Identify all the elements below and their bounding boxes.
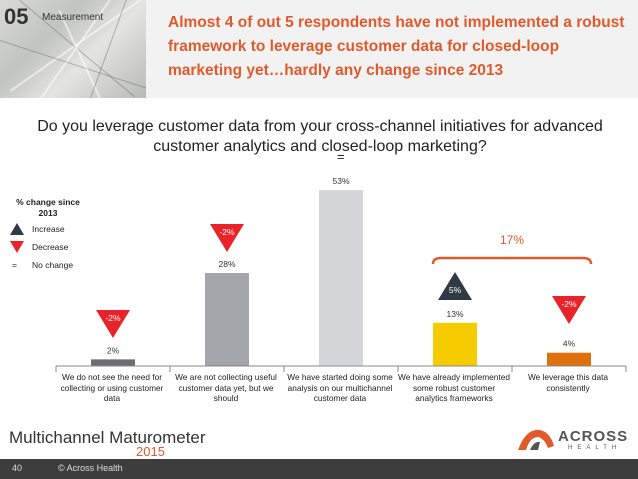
change-triangle-0 [96,310,130,338]
category-label-4: We leverage this data consistently [527,372,609,393]
change-triangle-3 [438,272,472,300]
bar-0 [91,359,135,366]
across-logo-icon [518,429,554,450]
category-label-3: We have already implemented some robust … [398,372,510,403]
logo-text: ACROSS [558,428,629,445]
bar-value-label-4: 4% [563,339,576,349]
legend-no-change-label: No change [32,260,74,270]
section-label: Measurement [42,12,104,23]
logo-subtext: HEALTH [568,445,622,451]
category-label-2: We have started doing some analysis on o… [287,372,393,403]
triangle-down-icon [10,241,24,253]
change-label-1: -2% [219,227,235,237]
change-label-3: 5% [449,285,462,295]
triangle-up-icon [10,223,24,235]
chart-title: Do you leverage customer data from your … [37,118,603,155]
change-triangle-4 [552,296,586,324]
change-marker-2: = [337,149,345,164]
category-label-1: We are not collecting useful customer da… [175,372,277,403]
change-label-0: -2% [105,313,121,323]
category-label-0: We do not see the need for collecting or… [60,372,164,403]
equals-icon: = [12,260,17,270]
headline: Almost 4 of out 5 respondents have not i… [168,14,625,79]
bar-value-label-2: 53% [332,176,349,186]
group-bracket-label: 17% [500,233,524,247]
bar-1 [205,273,249,366]
bar-2 [319,190,363,366]
bar-value-label-0: 2% [107,345,120,355]
bar-4 [547,352,591,366]
change-label-4: -2% [561,299,577,309]
legend-decrease-label: Decrease [32,242,69,252]
header-photo [0,0,146,98]
change-triangle-1 [210,224,244,252]
section-number: 05 [4,4,29,29]
page-number: 40 [12,463,23,473]
bar-3 [433,322,477,366]
copyright: © Across Health [58,463,123,473]
bar-value-label-1: 28% [218,259,235,269]
group-bracket [431,256,593,265]
footer-year: 2015 [136,444,165,459]
headline-background [146,0,638,98]
footer-bar [0,459,638,479]
footer-brand: Multichannel Maturometer [9,428,206,447]
legend-increase-label: Increase [32,224,65,234]
legend-title: % change since 2013 [16,197,80,218]
bar-value-label-3: 13% [446,309,463,319]
